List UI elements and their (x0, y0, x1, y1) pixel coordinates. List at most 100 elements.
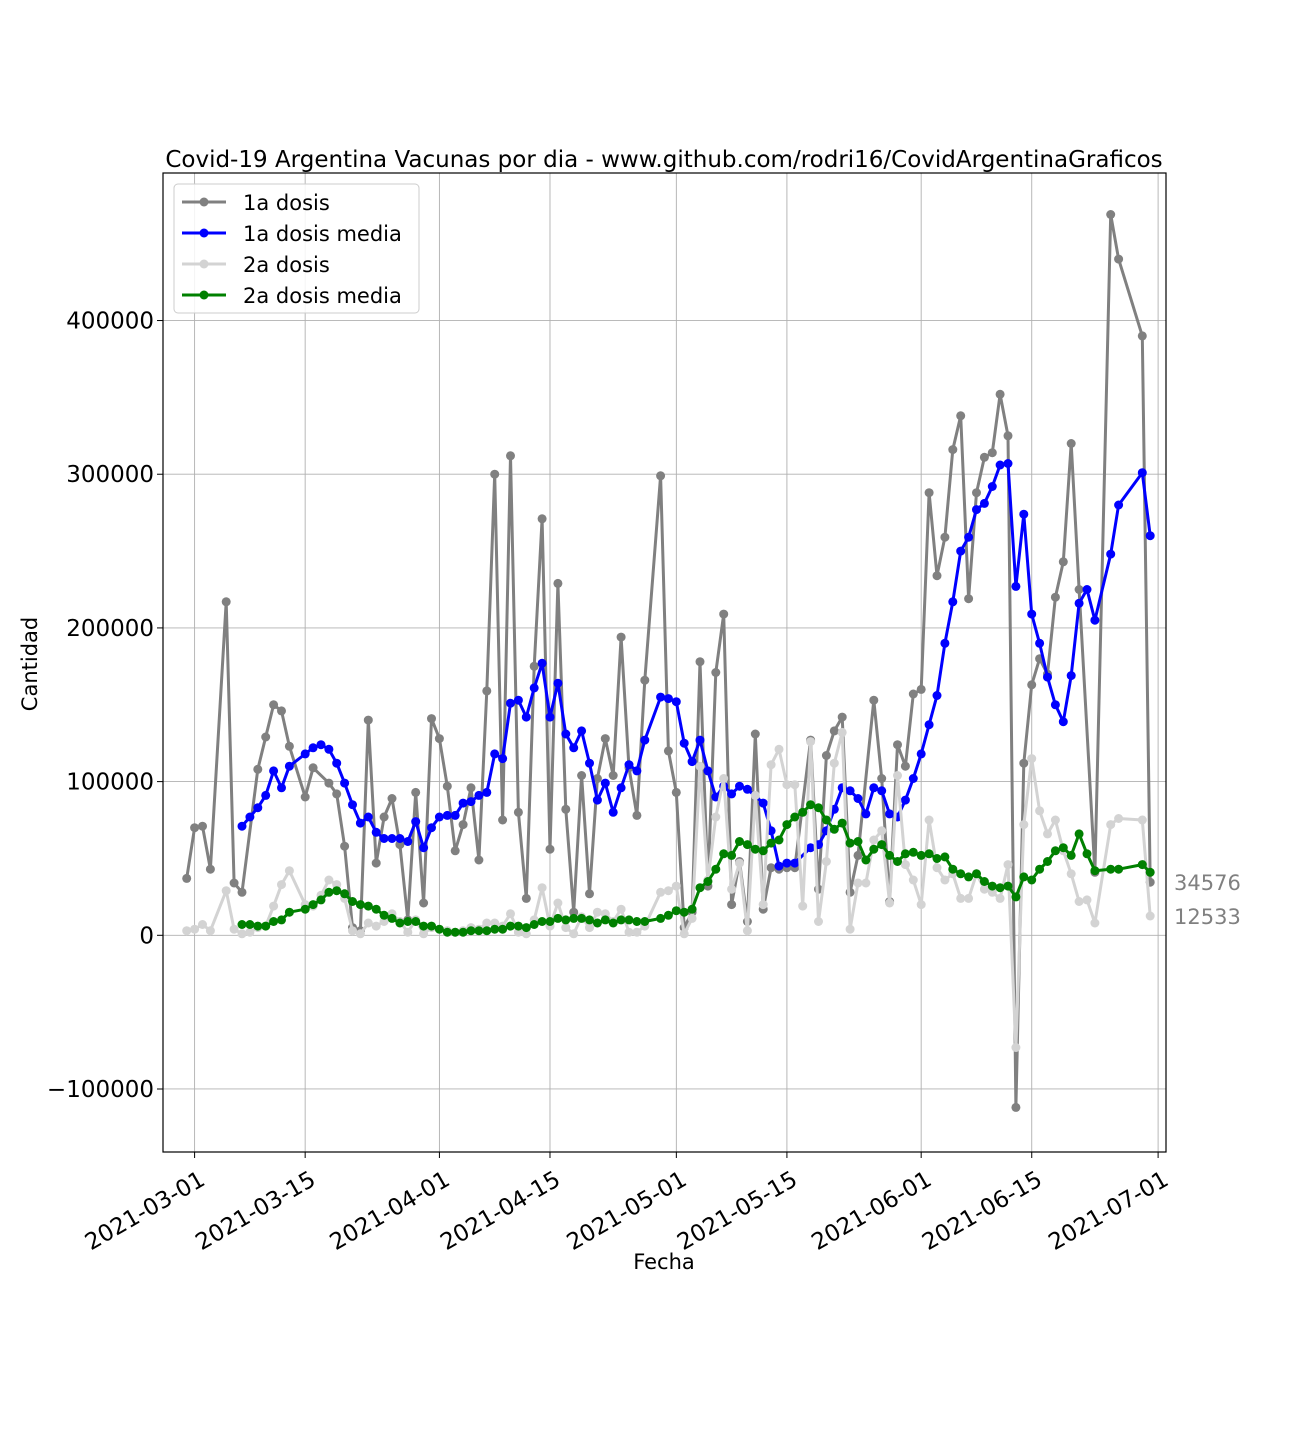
data-point (995, 883, 1005, 893)
data-point (1027, 754, 1037, 764)
legend-item: 2a dosis media (182, 284, 402, 308)
data-point (490, 924, 500, 934)
data-point (774, 835, 784, 845)
data-point (616, 904, 626, 914)
data-point (624, 760, 634, 770)
data-point (624, 927, 634, 937)
data-point (537, 883, 547, 893)
data-point (695, 657, 705, 667)
data-point (735, 858, 744, 868)
x-axis-label: Fecha (633, 1250, 695, 1274)
data-point (1137, 468, 1147, 478)
data-point (237, 929, 247, 939)
data-point (616, 915, 626, 925)
data-point (1114, 814, 1124, 823)
data-point (964, 532, 974, 542)
data-point (529, 920, 539, 929)
data-point (340, 841, 350, 851)
data-point (829, 758, 839, 768)
data-point (521, 893, 531, 903)
data-point (695, 761, 705, 771)
data-point (1043, 829, 1052, 839)
data-point (482, 926, 492, 936)
data-point (995, 893, 1005, 903)
data-point (569, 743, 579, 753)
data-point (932, 854, 942, 863)
data-point (434, 734, 444, 744)
data-point (332, 789, 342, 799)
data-point (853, 837, 863, 846)
data-point (774, 744, 784, 754)
data-point (545, 712, 555, 722)
data-point (284, 761, 294, 771)
data-point (1011, 581, 1021, 591)
data-point (679, 929, 689, 939)
data-point (1003, 459, 1013, 468)
data-point (1090, 866, 1100, 876)
data-point (403, 917, 413, 926)
data-point (640, 675, 650, 685)
data-point (608, 918, 618, 928)
data-point (355, 929, 365, 939)
data-point (900, 849, 910, 859)
data-point (806, 800, 816, 810)
data-point (616, 632, 626, 642)
data-point (371, 921, 381, 931)
data-point (419, 921, 429, 931)
data-point (750, 844, 760, 854)
data-point (632, 927, 642, 937)
data-point (845, 838, 855, 848)
data-point (956, 869, 966, 879)
data-point (948, 597, 958, 607)
data-point (1066, 850, 1076, 860)
data-point (553, 578, 563, 588)
data-point (324, 744, 334, 754)
data-point (561, 923, 571, 933)
plot-area-frame (162, 172, 1167, 1153)
data-point (758, 798, 768, 808)
data-point (411, 787, 421, 797)
data-point (616, 783, 626, 793)
data-point (869, 783, 879, 793)
data-point (885, 898, 895, 908)
data-point (821, 857, 831, 866)
data-point (1082, 585, 1092, 594)
data-point (600, 915, 610, 925)
data-point (379, 910, 389, 920)
data-point (837, 727, 847, 737)
y-tick-label: 300000 (66, 462, 154, 488)
data-point (687, 757, 697, 767)
data-point (924, 720, 934, 730)
data-point (537, 917, 547, 926)
y-tick-label: 200000 (66, 616, 154, 642)
data-point (900, 795, 910, 805)
data-point (237, 887, 247, 897)
y-tick-label: 400000 (66, 309, 154, 335)
data-point (506, 698, 515, 708)
data-point (585, 758, 594, 768)
data-point (1050, 592, 1060, 602)
data-point (537, 658, 547, 668)
data-point (1137, 331, 1147, 341)
data-point (916, 749, 926, 759)
data-point (387, 794, 397, 803)
data-point (632, 917, 642, 926)
data-point (419, 843, 429, 853)
data-point (506, 451, 515, 461)
data-point (363, 715, 373, 725)
data-point (205, 864, 215, 874)
data-point (482, 918, 492, 928)
data-point (261, 921, 271, 931)
data-point (1145, 911, 1155, 921)
data-point (1043, 672, 1052, 682)
data-point (908, 689, 918, 699)
data-point (1074, 585, 1084, 594)
data-point (324, 887, 334, 897)
data-point (506, 909, 515, 919)
data-point (979, 498, 989, 508)
data-point (553, 913, 563, 923)
data-point (284, 741, 294, 751)
data-point (956, 546, 966, 556)
data-point (742, 840, 752, 850)
